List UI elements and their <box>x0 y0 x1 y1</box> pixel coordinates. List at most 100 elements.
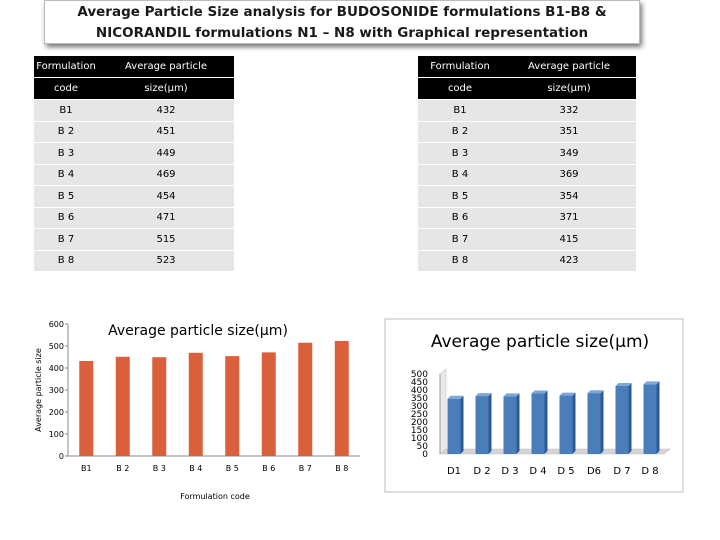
chart-side-wall <box>439 368 447 455</box>
table-header-row-1: Formulation Average particle <box>34 56 234 78</box>
table-row: B 2 451 <box>34 121 234 143</box>
cell-size: 351 <box>502 121 636 143</box>
bar-top <box>475 393 492 397</box>
bar <box>115 356 130 456</box>
cell-size: 454 <box>98 185 234 208</box>
y-tick-label: 350 <box>411 394 428 404</box>
x-tick-label: D 4 <box>529 466 546 477</box>
cell-size: 369 <box>502 164 636 186</box>
header-average-particle: Average particle <box>98 56 234 78</box>
x-tick-label: D 5 <box>557 466 574 477</box>
y-tick-label: 300 <box>411 402 428 412</box>
cell-code: B 5 <box>418 185 502 208</box>
x-tick-label: D 7 <box>613 466 630 477</box>
bar-side <box>516 393 520 454</box>
cell-code: B 3 <box>34 142 98 165</box>
bar <box>643 384 657 454</box>
cell-code: B 5 <box>34 185 98 208</box>
x-tick-label: D6 <box>587 466 601 477</box>
x-tick-label: D 2 <box>473 466 490 477</box>
cell-code: B 7 <box>34 228 98 251</box>
table-header-row-2: code size(µm) <box>34 77 234 100</box>
chart-title: Average particle size(µm) <box>108 323 288 339</box>
table-row: B 4 469 <box>34 164 234 186</box>
table-nicorandil: Formulation Average particle code size(µ… <box>418 56 636 272</box>
table-row: B1 432 <box>34 99 234 122</box>
bar <box>188 352 203 456</box>
y-tick-label: 50 <box>417 442 429 452</box>
bar <box>334 340 349 456</box>
y-tick-label: 100 <box>49 430 64 439</box>
cell-size: 415 <box>502 228 636 251</box>
bar-top <box>643 381 660 385</box>
y-tick-label: 400 <box>49 364 64 373</box>
table-row: B 4 369 <box>418 164 636 186</box>
y-tick-label: 200 <box>49 408 64 417</box>
bar-top <box>447 395 464 399</box>
cell-code: B 4 <box>418 164 502 186</box>
cell-size: 469 <box>98 164 234 186</box>
cell-code: B 2 <box>418 121 502 143</box>
header-code: code <box>34 77 98 100</box>
cell-size: 371 <box>502 207 636 229</box>
table-row: B 3 349 <box>418 142 636 165</box>
cell-code: B 6 <box>418 207 502 229</box>
table-header-row-1: Formulation Average particle <box>418 56 636 78</box>
bar-side <box>628 383 632 454</box>
cell-code: B 7 <box>418 228 502 251</box>
x-tick-label: B 2 <box>116 464 129 473</box>
table-row: B 5 354 <box>418 185 636 208</box>
y-tick-label: 400 <box>411 386 428 396</box>
table-header-row-2: code size(µm) <box>418 77 636 100</box>
x-tick-label: D 8 <box>641 466 658 477</box>
bar-side <box>544 390 548 454</box>
y-tick-label: 500 <box>411 370 428 380</box>
header-average-particle: Average particle <box>502 56 636 78</box>
title-line-1: Average Particle Size analysis for BUDOS… <box>77 4 607 20</box>
cell-code: B 8 <box>418 250 502 272</box>
x-tick-label: B1 <box>81 464 92 473</box>
cell-size: 451 <box>98 121 234 143</box>
chart-title: Average particle size(µm) <box>431 332 649 352</box>
bar-side <box>460 395 464 454</box>
bar <box>298 342 313 456</box>
chart-floor <box>439 448 671 455</box>
cell-code: B1 <box>418 99 502 122</box>
header-formulation: Formulation <box>418 56 502 78</box>
x-axis-title: Formulation code <box>180 492 250 501</box>
bar-side <box>656 381 660 454</box>
bar <box>531 393 545 454</box>
cell-size: 423 <box>502 250 636 272</box>
cell-code: B 8 <box>34 250 98 272</box>
y-tick-label: 250 <box>411 410 428 420</box>
table-row: B 8 523 <box>34 250 234 272</box>
bar <box>503 396 517 454</box>
y-tick-label: 150 <box>411 426 428 436</box>
table-budesonide: Formulation Average particle code size(µ… <box>34 56 234 272</box>
x-tick-label: B 7 <box>299 464 312 473</box>
bar <box>152 357 167 456</box>
cell-size: 523 <box>98 250 234 272</box>
cell-size: 332 <box>502 99 636 122</box>
bar <box>475 396 489 454</box>
bar-top <box>615 383 632 386</box>
table-gap <box>234 56 418 272</box>
table-row: B 6 371 <box>418 207 636 229</box>
bar <box>447 398 461 454</box>
cell-code: B 2 <box>34 121 98 143</box>
bar <box>225 356 240 456</box>
y-tick-label: 300 <box>49 386 64 395</box>
x-tick-label: B 5 <box>226 464 239 473</box>
x-tick-label: B 4 <box>189 464 202 473</box>
table-row: B 5 454 <box>34 185 234 208</box>
table-row: B 6 471 <box>34 207 234 229</box>
y-tick-label: 0 <box>422 450 428 460</box>
bar-top <box>559 392 576 396</box>
cell-size: 515 <box>98 228 234 251</box>
cell-code: B 3 <box>418 142 502 165</box>
bar-side <box>600 390 604 454</box>
y-tick-label: 100 <box>411 434 428 444</box>
y-tick-label: 500 <box>49 342 64 351</box>
